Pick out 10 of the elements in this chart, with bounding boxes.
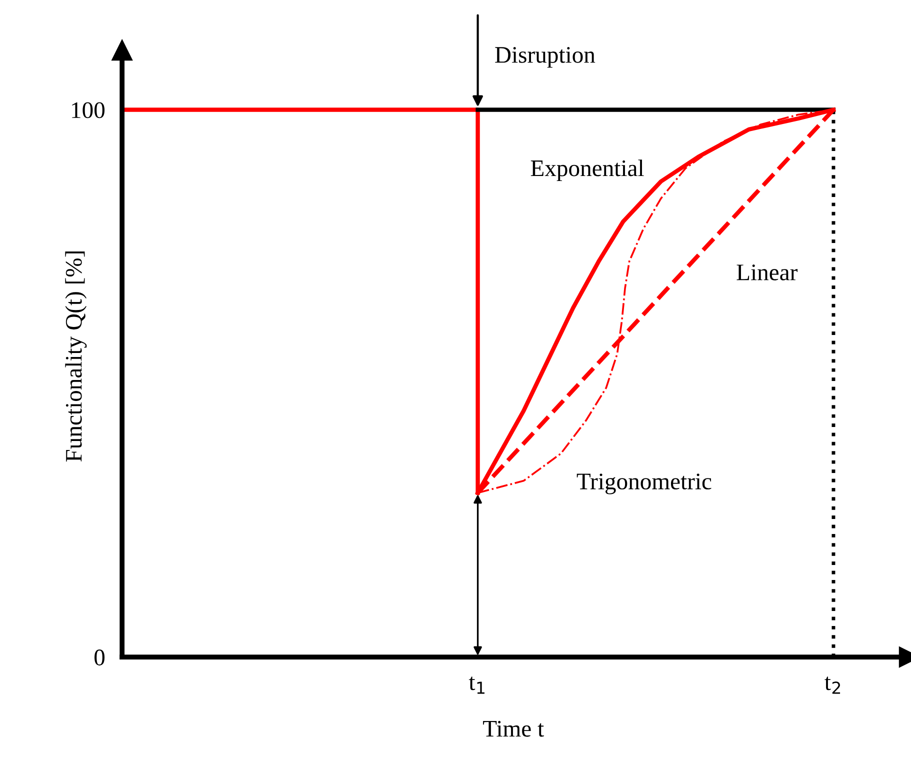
- x-tick-label: t$_{1}$: [468, 676, 484, 694]
- series-label: Trigonometric: [576, 474, 712, 494]
- series-label: Linear: [736, 264, 798, 280]
- y-tick-label: 100: [72, 102, 105, 118]
- x-axis-title: Time t: [483, 720, 544, 737]
- y-axis-title: Functionality Q(t) [%]: [65, 252, 87, 462]
- y-tick-label: 0: [94, 650, 105, 666]
- x-tick-label: t$_{2}$: [824, 676, 840, 694]
- series-label: Exponential: [530, 160, 644, 182]
- annotation: Disruption: [495, 47, 596, 68]
